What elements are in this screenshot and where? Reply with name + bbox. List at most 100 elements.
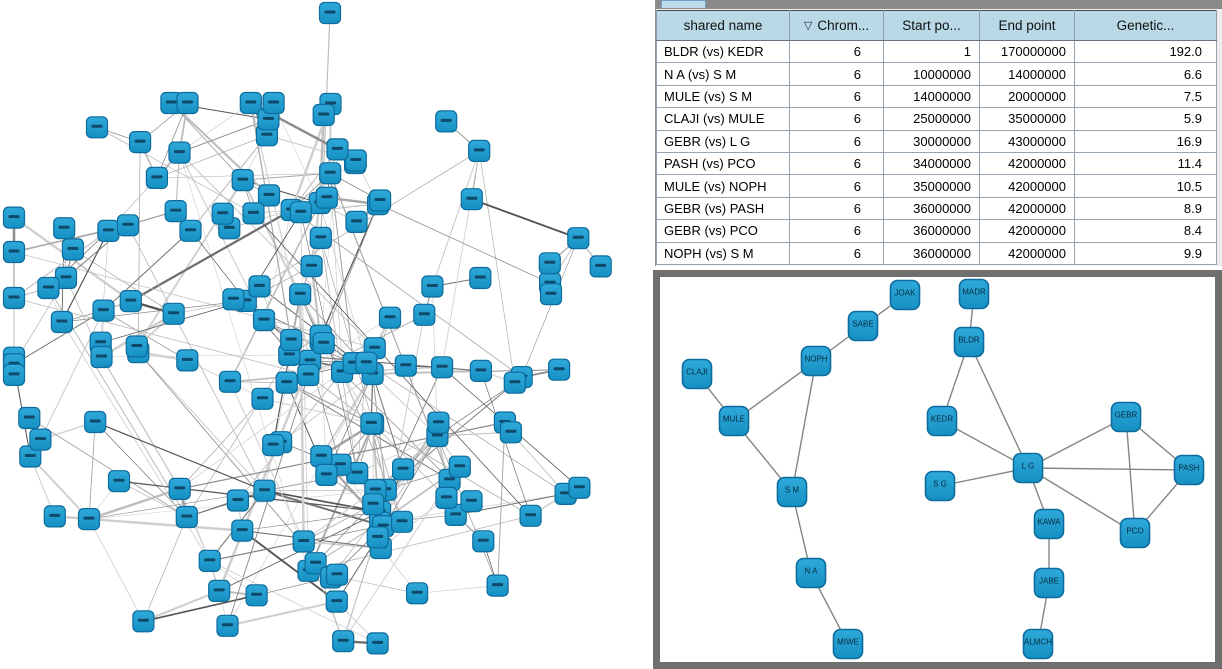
table-row[interactable]: GEBR (vs) PASH 6 36000000 42000000 8.9 — [656, 196, 1217, 221]
network-node[interactable] — [208, 579, 231, 603]
network-node[interactable] — [179, 219, 202, 242]
cell-chromosome[interactable]: 6 — [789, 174, 884, 198]
network-node[interactable] — [394, 354, 417, 377]
network-node[interactable] — [253, 479, 276, 502]
network-node[interactable] — [378, 306, 402, 329]
cell-start[interactable]: 34000000 — [883, 151, 980, 176]
network-node[interactable] — [519, 504, 542, 527]
cell-end[interactable]: 42000000 — [979, 241, 1075, 265]
network-node[interactable] — [421, 275, 444, 298]
network-node[interactable] — [251, 387, 274, 410]
cell-end[interactable]: 170000000 — [979, 39, 1075, 64]
cell-genetic[interactable]: 7.5 — [1074, 84, 1217, 109]
cell-shared-name[interactable]: PASH (vs) PCO — [656, 151, 790, 176]
edge-BLDR-LG[interactable] — [968, 341, 1029, 469]
table-row[interactable]: GEBR (vs) L G 6 30000000 43000000 16.9 — [656, 129, 1217, 153]
network-node[interactable] — [460, 188, 483, 211]
network-node[interactable] — [292, 530, 315, 553]
edge-LG-GEBR[interactable] — [1027, 416, 1127, 469]
network-node[interactable] — [211, 202, 234, 225]
network-node[interactable] — [176, 349, 199, 372]
network-node[interactable] — [168, 141, 191, 164]
network-node[interactable] — [567, 227, 590, 250]
network-node[interactable] — [77, 508, 101, 531]
cell-start[interactable]: 36000000 — [883, 219, 980, 243]
node-PCO[interactable]: PCO — [1119, 517, 1151, 549]
network-node[interactable] — [392, 458, 415, 481]
table-row[interactable]: N A (vs) S M 6 10000000 14000000 6.6 — [656, 62, 1217, 86]
cell-shared-name[interactable]: CLAJI (vs) MULE — [656, 107, 790, 131]
column-header-start-po[interactable]: Start po... — [883, 10, 980, 41]
cell-shared-name[interactable]: BLDR (vs) KEDR — [656, 39, 790, 64]
network-node[interactable] — [252, 309, 276, 332]
network-node[interactable] — [61, 238, 85, 261]
edge-NOPH-SM[interactable] — [791, 360, 817, 493]
cell-end[interactable]: 42000000 — [979, 174, 1075, 198]
network-node[interactable] — [315, 463, 338, 486]
cell-shared-name[interactable]: N A (vs) S M — [656, 62, 790, 86]
cell-end[interactable]: 20000000 — [979, 84, 1075, 109]
network-node[interactable] — [547, 358, 571, 381]
network-node[interactable] — [304, 552, 327, 575]
network-node[interactable] — [239, 91, 262, 115]
network-node[interactable] — [132, 610, 155, 633]
node-JOAK[interactable]: JOAK — [889, 279, 921, 311]
table-row[interactable]: BLDR (vs) KEDR 6 1 170000000 192.0 — [656, 39, 1217, 64]
cell-chromosome[interactable]: 6 — [789, 84, 884, 109]
network-node[interactable] — [310, 445, 333, 468]
node-MADR[interactable]: MADR — [958, 278, 990, 310]
subnetwork-canvas[interactable]: JOAK MADR SABE NOPH BLDR CLAJI MULE KEDR GEBR L G… — [660, 277, 1215, 662]
node-KAWA[interactable]: KAWA — [1033, 508, 1065, 540]
network-node[interactable] — [503, 371, 526, 394]
network-node[interactable] — [119, 290, 142, 313]
table-row[interactable]: MULE (vs) NOPH 6 35000000 42000000 10.5 — [656, 174, 1217, 198]
network-node[interactable] — [366, 526, 389, 549]
cell-shared-name[interactable]: NOPH (vs) S M — [656, 241, 790, 265]
network-node[interactable] — [2, 206, 26, 229]
network-node[interactable] — [360, 412, 383, 435]
cell-chromosome[interactable]: 6 — [789, 39, 884, 64]
node-MULE[interactable]: MULE — [718, 405, 750, 437]
cell-genetic[interactable]: 11.4 — [1074, 151, 1217, 176]
network-node[interactable] — [332, 630, 355, 653]
cell-end[interactable]: 42000000 — [979, 196, 1075, 221]
cell-start[interactable]: 10000000 — [883, 62, 980, 86]
network-node[interactable] — [107, 470, 131, 493]
cell-chromosome[interactable]: 6 — [789, 62, 884, 86]
network-node[interactable] — [469, 359, 492, 382]
cell-start[interactable]: 36000000 — [883, 241, 980, 265]
cell-shared-name[interactable]: GEBR (vs) PCO — [656, 219, 790, 243]
network-node[interactable] — [366, 632, 389, 655]
network-node[interactable] — [2, 240, 26, 264]
network-node[interactable] — [222, 288, 245, 311]
node-ALMCH[interactable]: ALMCH — [1022, 628, 1054, 660]
network-node[interactable] — [18, 406, 41, 430]
network-node[interactable] — [344, 149, 367, 172]
network-node[interactable] — [345, 210, 368, 233]
network-node[interactable] — [145, 166, 168, 189]
network-node[interactable] — [362, 493, 385, 516]
network-node[interactable] — [568, 476, 591, 499]
node-MIWE[interactable]: MIWE — [832, 628, 864, 660]
column-header-chrom[interactable]: ▽ Chrom... — [789, 10, 884, 41]
network-node[interactable] — [468, 139, 491, 162]
network-node[interactable] — [309, 226, 332, 249]
table-tab[interactable] — [661, 0, 706, 8]
network-node[interactable] — [589, 255, 612, 278]
node-BLDR[interactable]: BLDR — [953, 326, 985, 358]
cell-start[interactable]: 36000000 — [883, 196, 980, 221]
network-node[interactable] — [369, 189, 392, 212]
cell-end[interactable]: 14000000 — [979, 62, 1075, 86]
network-node[interactable] — [346, 462, 369, 485]
cell-chromosome[interactable]: 6 — [789, 107, 884, 131]
cell-genetic[interactable]: 192.0 — [1074, 39, 1217, 64]
network-node[interactable] — [29, 428, 52, 451]
edge-LG-PASH[interactable] — [1027, 467, 1190, 471]
network-node[interactable] — [162, 302, 185, 325]
network-node[interactable] — [129, 131, 152, 154]
network-node[interactable] — [472, 530, 495, 553]
column-header-genetic[interactable]: Genetic... — [1074, 10, 1217, 41]
cell-genetic[interactable]: 5.9 — [1074, 107, 1217, 131]
network-node[interactable] — [53, 217, 76, 240]
network-node[interactable] — [248, 275, 271, 298]
